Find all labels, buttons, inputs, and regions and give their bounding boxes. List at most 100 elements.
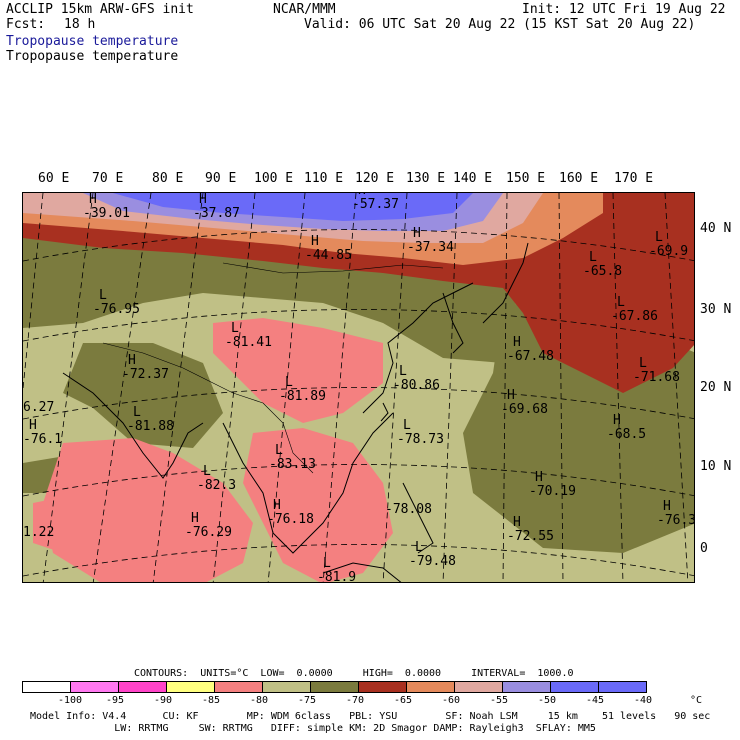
edge-value: -78.08 [385, 502, 432, 517]
high-value: -67.48 [507, 349, 554, 364]
high-value: -76.1 [23, 432, 62, 447]
high-value: -57.37 [352, 197, 399, 212]
himalaya-border [102, 342, 264, 404]
high-value: -76.3 [657, 513, 695, 528]
legend-color-bin [166, 681, 215, 693]
high-value: -37.34 [407, 240, 454, 255]
legend-color-bin [358, 681, 407, 693]
legend-tick: -45 [586, 695, 605, 706]
grid-line [92, 193, 152, 582]
china-coastline [362, 282, 474, 414]
longitude-label: 60 E [38, 171, 70, 186]
low-marker: L [323, 556, 331, 571]
legend-tick: -55 [490, 695, 509, 706]
longitude-label: 170 E [614, 171, 654, 186]
legend-tick: -85 [202, 695, 221, 706]
temperature-band-pink-west [33, 493, 103, 553]
low-marker: L [99, 288, 107, 303]
legend-color-bin [502, 681, 551, 693]
model-info-line2: LW: RRTMG SW: RRTMG DIFF: simple KM: 2D … [30, 723, 596, 734]
init-time: Init: 12 UTC Fri 19 Aug 22 [522, 2, 726, 17]
high-marker: H [535, 470, 543, 485]
legend-tick: -95 [106, 695, 125, 706]
taiwan-coastline [380, 402, 389, 422]
grid-line [42, 193, 94, 582]
longitude-label: 80 E [152, 171, 184, 186]
legend-tick: -70 [346, 695, 365, 706]
temperature-band-pink-tibet [213, 318, 383, 423]
high-marker: H [613, 413, 621, 428]
model-info-line1: Model Info: V4.4 CU: KF MP: WDM 6class P… [30, 711, 711, 722]
temperature-band-blue [113, 193, 473, 221]
japan-coastline [482, 242, 529, 324]
low-value: -82.3 [197, 478, 236, 493]
high-marker: H [199, 193, 207, 207]
grid-line [212, 193, 256, 582]
indochina-border [262, 402, 314, 474]
longitude-label: 140 E [453, 171, 493, 186]
coastlines [62, 242, 529, 582]
grid-line [382, 193, 408, 582]
high-value: -68.5 [607, 427, 646, 442]
contours-info: CONTOURS: UNITS=°C LOW= 0.0000 HIGH= 0.0… [134, 668, 574, 679]
tropopause-temperature-map: H-39.01H-37.87H-57.37H-44.85H-37.34H-72.… [23, 193, 695, 583]
low-value: -65.8 [583, 264, 622, 279]
high-marker: H [191, 511, 199, 526]
temperature-band-olive-india [63, 343, 223, 448]
legend-color-bin [214, 681, 263, 693]
edge-value: 6.27 [23, 400, 54, 415]
high-marker: H [507, 388, 515, 403]
korea-coastline [442, 292, 464, 354]
high-value: -44.85 [305, 248, 352, 263]
longitude-label: 160 E [559, 171, 599, 186]
longitude-label: 90 E [205, 171, 237, 186]
high-marker: H [311, 234, 319, 249]
low-marker: L [203, 464, 211, 479]
high-marker: H [513, 335, 521, 350]
country-borders [102, 262, 444, 474]
india-coastline [62, 372, 204, 479]
low-marker: L [415, 540, 423, 555]
grid-line [152, 193, 204, 582]
edge-value: 1.22 [23, 525, 54, 540]
grid-line [502, 193, 508, 582]
longitude-label: 100 E [254, 171, 294, 186]
legend-color-bin [22, 681, 71, 693]
legend-tick: -80 [250, 695, 269, 706]
longitude-label: 70 E [92, 171, 124, 186]
high-value: -70.19 [529, 484, 576, 499]
org-label: NCAR/MMM [273, 2, 336, 17]
model-title: ACCLIP 15km ARW-GFS init [6, 2, 194, 17]
legend-tick: -65 [394, 695, 413, 706]
legend-color-bin [310, 681, 359, 693]
legend-color-bin [118, 681, 167, 693]
legend-tick: -50 [538, 695, 557, 706]
legend-color-bin [550, 681, 599, 693]
indochina-coastline [222, 412, 394, 554]
low-marker: L [403, 418, 411, 433]
temperature-band-pink-scs [243, 428, 393, 582]
legend-tick: -90 [154, 695, 173, 706]
low-value: -69.9 [649, 244, 688, 259]
high-marker: H [513, 515, 521, 530]
high-value: -76.29 [185, 525, 232, 540]
low-value: -81.9 [317, 570, 356, 583]
mongolia-border [222, 262, 444, 274]
legend-color-bin [70, 681, 119, 693]
longitude-label: 130 E [406, 171, 446, 186]
grid-line [442, 193, 458, 582]
latitude-label: 40 N [700, 221, 732, 236]
latitude-label: 10 N [700, 459, 732, 474]
borneo-coastline [322, 562, 402, 582]
high-value: -76.18 [267, 512, 314, 527]
low-marker: L [655, 230, 663, 245]
latitude-label: 0 [700, 541, 708, 556]
low-value: -83.13 [269, 457, 316, 472]
legend-color-bin [262, 681, 311, 693]
legend-color-bin [454, 681, 503, 693]
low-value: -71.68 [633, 370, 680, 385]
grid-line [664, 193, 689, 582]
forecast-label: Fcst: [6, 17, 46, 32]
high-marker: H [128, 353, 136, 368]
legend-tick: -60 [442, 695, 461, 706]
